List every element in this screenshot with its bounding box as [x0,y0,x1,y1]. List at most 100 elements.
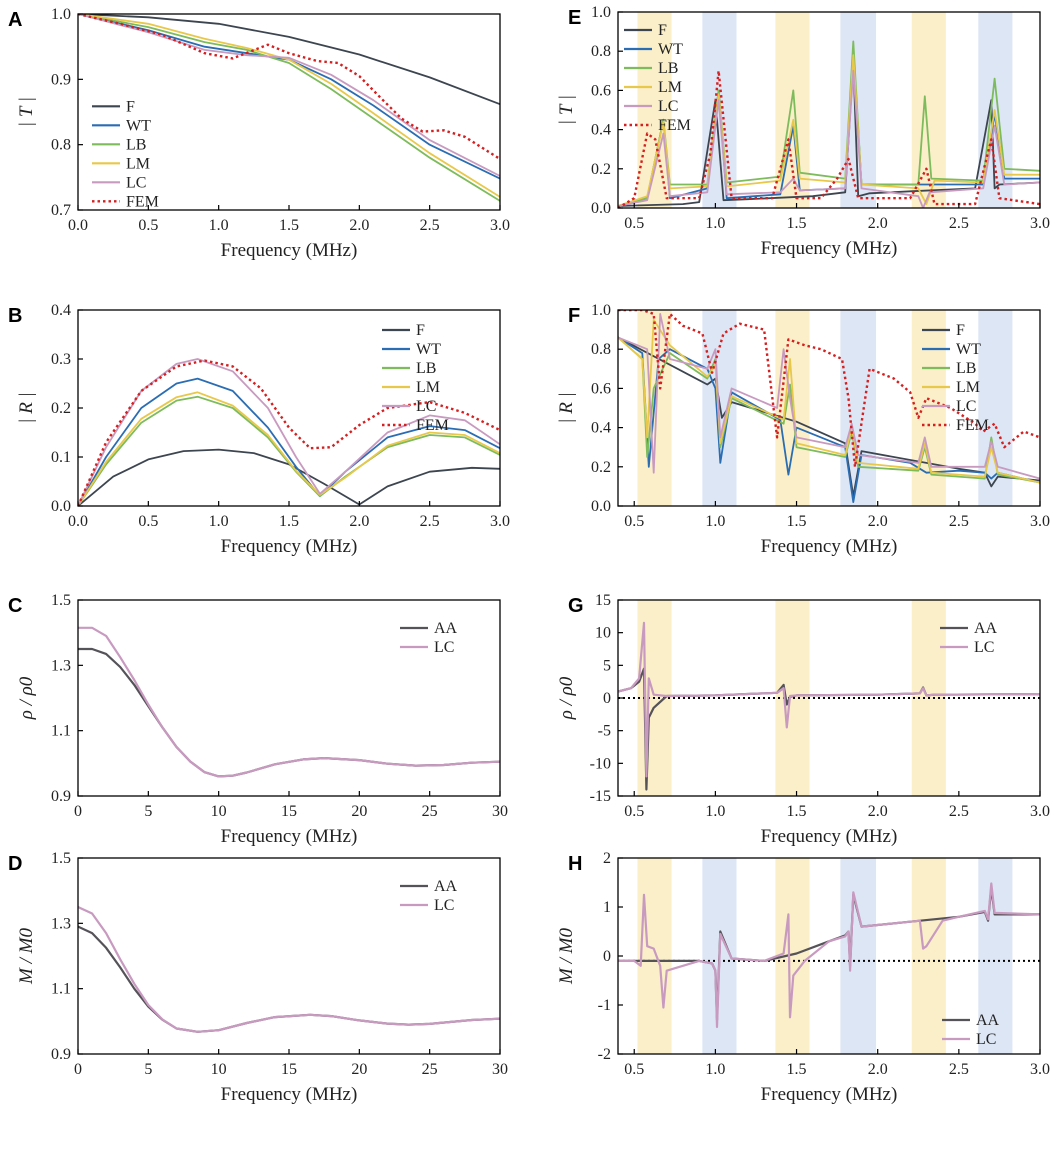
x-tick-label: 1.0 [705,803,725,820]
panel-h: 0.5 1.0 1.5 2.0 2.5 3.0 -2 -1 0 1 2 Frequency (MHz)… [556,850,1050,1105]
x-tick-label: 1.5 [279,513,299,530]
series-fem [618,310,1040,468]
panel-f: 0.5 1.0 1.5 2.0 2.5 3.0 0.0 0.2 0.4 0.6 0.8 1.0 Freq… [556,302,1050,557]
x-tick-label: 3.0 [490,217,510,234]
legend-label-lc: LC [974,639,994,656]
y-tick-label: 0.8 [591,341,611,358]
series-lc [618,69,1040,208]
x-tick-label: 0 [74,1061,82,1078]
x-tick-label: 0.0 [68,513,88,530]
y-tick-label: 0.2 [51,400,71,417]
legend: F WT LB LM LC FEM [624,22,691,134]
x-tick-label: 10 [211,803,227,820]
x-tick-label: 20 [351,1061,367,1078]
legend-label-lm: LM [658,79,682,96]
x-tick-label: 25 [422,1061,438,1078]
x-tick-label: 1.5 [279,217,299,234]
x-tick-label: 2.5 [949,803,969,820]
series-aa [618,667,1040,791]
y-axis-label: ρ / ρ0 [556,676,577,720]
y-tick-label: 0.2 [591,161,611,178]
y-tick-label: 2 [603,850,611,867]
y-axis-label: | T | [556,95,577,125]
panel-a: 0.0 0.5 1.0 1.5 2.0 2.5 3.0 0.7 0.8 0.9 1.0 Frequen… [8,6,510,261]
x-axis-label: Frequency (MHz) [761,1084,898,1105]
legend-label-lc: LC [434,639,454,656]
x-tick-label: 2.0 [868,1061,888,1078]
y-tick-label: 0.9 [51,1046,71,1063]
x-tick-label: 2.5 [949,215,969,232]
band-3 [775,858,810,1054]
legend-label-fem: FEM [956,417,989,434]
x-tick-label: 5 [144,803,152,820]
legend: AA LC [400,620,458,656]
x-tick-label: 15 [281,1061,297,1078]
legend-label-fem: FEM [658,117,691,134]
x-tick-label: 1.5 [787,215,807,232]
y-tick-label: 1.1 [51,981,71,998]
series-lc [78,906,500,1033]
legend-label-f: F [126,98,135,115]
y-tick-label: 0.0 [51,498,71,515]
series-wt [78,377,500,506]
panel-letter: E [568,7,581,29]
series-lb [78,14,500,202]
plot-frame [617,11,1041,209]
legend: F WT LB LM LC FEM [92,98,159,210]
series-f [78,14,500,106]
y-tick-label: -15 [590,788,611,805]
legend-label-lm: LM [126,155,150,172]
panel-d: 0 5 10 15 20 25 30 0.9 1.1 1.3 1.5 Frequency (MHz) M… [8,850,508,1105]
legend-label-lb: LB [956,360,976,377]
legend: AA LC [940,620,998,656]
x-tick-label: 0.5 [138,513,158,530]
x-axis-label: Frequency (MHz) [221,826,358,847]
legend: AA LC [942,1012,1000,1048]
y-tick-label: -2 [598,1046,611,1063]
x-tick-label: 2.0 [868,803,888,820]
y-tick-label: 1.3 [51,657,71,674]
y-tick-label: 0.8 [51,137,71,154]
x-tick-label: 2.0 [868,215,888,232]
x-tick-label: 2.5 [949,1061,969,1078]
y-tick-label: 1.1 [51,723,71,740]
legend-label-lc: LC [976,1031,996,1048]
x-tick-label: 0.5 [624,215,644,232]
y-tick-label: 0.4 [591,122,611,139]
x-tick-label: 1.5 [787,1061,807,1078]
series-lc [78,626,500,778]
series-wt [618,336,1040,504]
x-axis-label: Frequency (MHz) [221,1084,358,1105]
y-tick-label: 15 [595,592,611,609]
x-tick-label: 1.0 [209,513,229,530]
y-tick-label: 5 [603,657,611,674]
legend-label-f: F [658,22,667,39]
series-lc [618,882,1040,1029]
legend-label-lb: LB [658,60,678,77]
x-tick-label: 3.0 [1030,215,1050,232]
series-lc [78,14,500,177]
x-tick-label: 2.0 [349,217,369,234]
legend-label-f: F [956,322,965,339]
legend-label-lc: LC [956,398,976,415]
y-tick-label: 0.1 [51,449,71,466]
y-tick-label: 0.4 [51,302,71,319]
x-tick-label: 0.5 [624,803,644,820]
x-tick-label: 30 [492,803,508,820]
y-axis-label: M / M0 [16,928,37,985]
y-axis-label: ρ / ρ0 [16,676,37,720]
series-lm [618,318,1040,484]
y-tick-label: 1 [603,899,611,916]
x-tick-label: 1.0 [209,217,229,234]
x-tick-label: 15 [281,803,297,820]
legend-label-lc: LC [416,398,436,415]
y-tick-label: 0.9 [51,71,71,88]
series-aa [78,647,500,778]
legend-label-lc: LC [658,98,678,115]
x-tick-label: 25 [422,803,438,820]
x-tick-label: 0.0 [68,217,88,234]
legend-label-lb: LB [416,360,436,377]
series-aa [618,886,1040,1021]
y-tick-label: -10 [590,755,611,772]
